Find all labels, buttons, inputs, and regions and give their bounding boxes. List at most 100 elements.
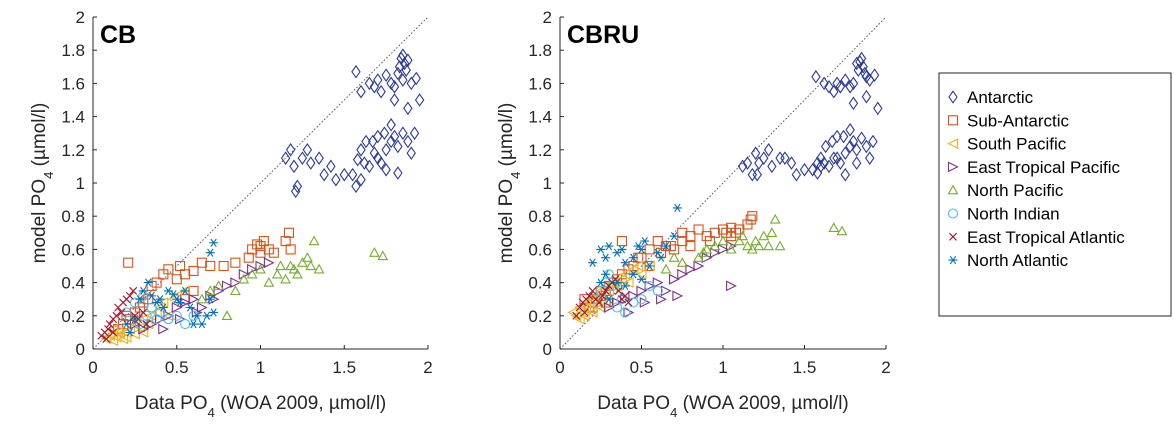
data-point	[364, 159, 375, 174]
data-point	[386, 76, 396, 91]
data-point	[319, 167, 329, 182]
legend-label: Antarctic	[967, 88, 1034, 107]
data-point	[861, 139, 872, 154]
data-point	[296, 257, 308, 267]
data-point	[726, 222, 737, 233]
data-point	[275, 260, 287, 271]
data-point	[393, 139, 403, 154]
y-tick-label: 0	[76, 340, 85, 359]
legend-marker	[947, 115, 959, 126]
data-point	[369, 79, 380, 94]
reference-line-1-1	[92, 16, 429, 350]
data-point	[620, 258, 630, 267]
data-point	[669, 273, 680, 285]
y-tick-label: 0	[543, 340, 552, 359]
data-point	[243, 252, 254, 263]
data-point	[130, 314, 140, 324]
x-tick-label: 2	[881, 358, 890, 377]
data-point	[652, 236, 663, 247]
data-point	[799, 162, 810, 177]
y-tick-label: 1.8	[528, 41, 552, 60]
data-point	[611, 302, 623, 313]
y-tick-label: 0.8	[528, 207, 552, 226]
data-point	[306, 156, 316, 170]
data-point	[356, 84, 366, 99]
series-north-pacific	[196, 235, 389, 320]
data-point	[255, 263, 266, 274]
data-point	[393, 66, 403, 81]
y-tick-label: 0.8	[61, 207, 85, 226]
data-point	[627, 263, 639, 275]
data-point	[129, 328, 140, 340]
data-point	[644, 280, 655, 291]
data-point	[285, 260, 297, 271]
data-point	[147, 291, 157, 301]
data-point	[145, 310, 157, 322]
data-point	[677, 268, 689, 280]
data-point	[289, 159, 299, 174]
legend-item: Sub-Antarctic	[947, 111, 1070, 130]
data-point	[758, 230, 770, 241]
data-point	[135, 295, 145, 304]
legend-item: East Tropical Pacific	[947, 158, 1121, 177]
data-point	[601, 270, 611, 279]
data-point	[406, 146, 416, 160]
data-point	[122, 319, 131, 329]
data-point	[351, 64, 361, 79]
data-point	[285, 143, 296, 157]
data-point	[180, 286, 190, 296]
data-point	[175, 298, 185, 307]
data-point	[386, 118, 396, 132]
series-antarctic	[280, 48, 425, 199]
data-point	[840, 73, 850, 87]
data-point	[607, 280, 618, 291]
data-point	[139, 308, 148, 317]
data-point	[120, 332, 132, 343]
data-point	[745, 214, 756, 225]
data-point	[158, 323, 170, 335]
y-tick-label: 2	[543, 8, 552, 27]
data-point	[601, 253, 611, 262]
data-point	[835, 79, 846, 94]
data-point	[171, 302, 183, 313]
data-point	[820, 139, 831, 154]
data-point	[351, 179, 361, 194]
data-point	[221, 280, 233, 292]
data-point	[660, 285, 672, 297]
y-tick-label: 1.4	[528, 108, 552, 127]
data-point	[775, 151, 785, 165]
data-point	[104, 325, 113, 334]
legend-label: East Tropical Pacific	[967, 158, 1121, 177]
data-point	[152, 298, 162, 307]
panel-title: CB	[100, 21, 136, 49]
data-point	[125, 291, 134, 300]
legend-item: Antarctic	[948, 88, 1034, 107]
data-point	[238, 273, 250, 284]
data-point	[331, 172, 341, 187]
series-north-pacific	[660, 213, 848, 274]
data-point	[824, 79, 834, 94]
data-point	[121, 310, 132, 321]
data-point	[668, 252, 680, 262]
y-tick-label: 1.6	[528, 74, 552, 93]
data-point	[628, 270, 638, 279]
data-point	[612, 278, 622, 287]
data-point	[614, 286, 623, 295]
x-tick-label: 0.5	[165, 358, 189, 377]
data-point	[369, 146, 380, 160]
data-point	[769, 213, 781, 224]
data-point	[759, 151, 769, 165]
data-point	[672, 203, 682, 213]
data-point	[617, 245, 627, 254]
data-point	[409, 126, 420, 140]
data-point	[314, 151, 324, 165]
data-point	[394, 60, 405, 74]
data-point	[595, 298, 604, 307]
y-tick-label: 0.6	[528, 240, 552, 259]
legend-label: North Atlantic	[967, 251, 1069, 270]
data-point	[339, 167, 349, 182]
data-point	[754, 156, 764, 170]
data-point	[742, 156, 753, 170]
data-point	[595, 302, 606, 313]
legend-marker	[948, 90, 958, 104]
